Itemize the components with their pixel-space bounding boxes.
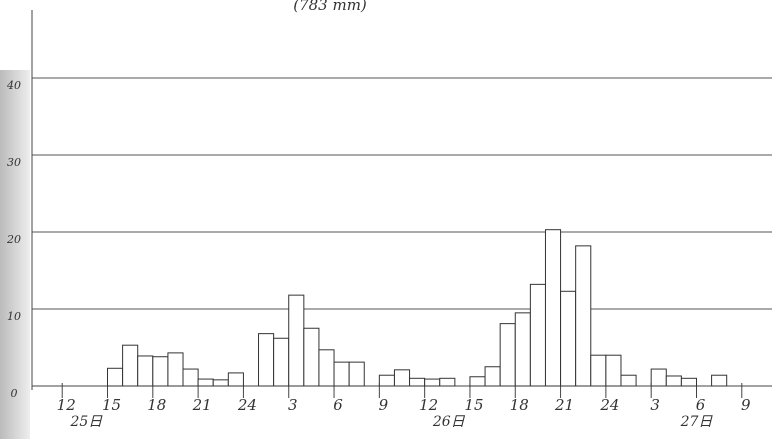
bar bbox=[152, 356, 169, 387]
bar bbox=[514, 312, 531, 387]
x-tick-label: 6 bbox=[696, 396, 706, 414]
bar bbox=[499, 323, 516, 387]
x-tick-label: 24 bbox=[237, 396, 257, 414]
bar bbox=[605, 354, 622, 387]
bar bbox=[424, 378, 441, 387]
bar bbox=[544, 229, 562, 387]
bar bbox=[167, 352, 184, 387]
y-tick-label: 0 bbox=[11, 387, 18, 400]
bar bbox=[484, 366, 501, 387]
bar bbox=[529, 283, 546, 387]
x-tick-label: 12 bbox=[57, 396, 76, 414]
x-tick-label: 9 bbox=[379, 396, 389, 414]
bar bbox=[439, 377, 456, 387]
y-tick-label: 10 bbox=[7, 310, 21, 323]
x-tick-label: 3 bbox=[650, 396, 660, 414]
bar bbox=[650, 368, 667, 387]
bar bbox=[378, 374, 395, 387]
x-tick-label: 15 bbox=[464, 396, 483, 414]
x-tick-label: 18 bbox=[147, 396, 166, 414]
x-tick-label: 21 bbox=[192, 396, 212, 414]
y-tick-label: 40 bbox=[6, 79, 21, 92]
bar bbox=[409, 377, 426, 387]
date-label: 25日 bbox=[69, 414, 103, 430]
x-tick-label: 12 bbox=[419, 396, 438, 414]
x-tick-label: 18 bbox=[510, 396, 529, 414]
bar bbox=[711, 374, 728, 387]
bar bbox=[182, 368, 199, 387]
y-tick-label: 30 bbox=[7, 156, 21, 169]
x-tick-label: 21 bbox=[554, 396, 574, 414]
bar bbox=[620, 374, 637, 387]
x-tick-label: 9 bbox=[741, 396, 751, 414]
bar bbox=[393, 369, 411, 387]
bar bbox=[137, 355, 154, 387]
x-tick-label: 15 bbox=[102, 396, 121, 414]
bar bbox=[227, 372, 244, 387]
bar bbox=[303, 327, 320, 387]
bar bbox=[197, 378, 214, 387]
x-tick-label: 3 bbox=[288, 396, 298, 414]
date-label: 27日 bbox=[680, 414, 714, 430]
bar bbox=[665, 375, 682, 387]
bar bbox=[348, 361, 365, 387]
bar bbox=[107, 367, 124, 387]
x-tick-label: 6 bbox=[333, 396, 343, 414]
bar bbox=[288, 294, 305, 387]
chart-title: (783 mm) bbox=[293, 0, 367, 14]
bar bbox=[333, 361, 350, 387]
y-tick-label: 20 bbox=[6, 233, 21, 246]
date-label: 26日 bbox=[432, 414, 466, 430]
bar bbox=[258, 333, 275, 387]
bar bbox=[122, 344, 139, 387]
bar bbox=[212, 379, 229, 387]
bar bbox=[560, 290, 577, 387]
bar bbox=[469, 376, 486, 387]
bar bbox=[273, 337, 290, 387]
x-tick-label: 24 bbox=[599, 396, 619, 414]
bar bbox=[590, 354, 607, 387]
scan-shadow bbox=[0, 70, 30, 439]
bar bbox=[318, 349, 335, 387]
bar bbox=[575, 245, 592, 387]
bar bbox=[680, 377, 697, 387]
